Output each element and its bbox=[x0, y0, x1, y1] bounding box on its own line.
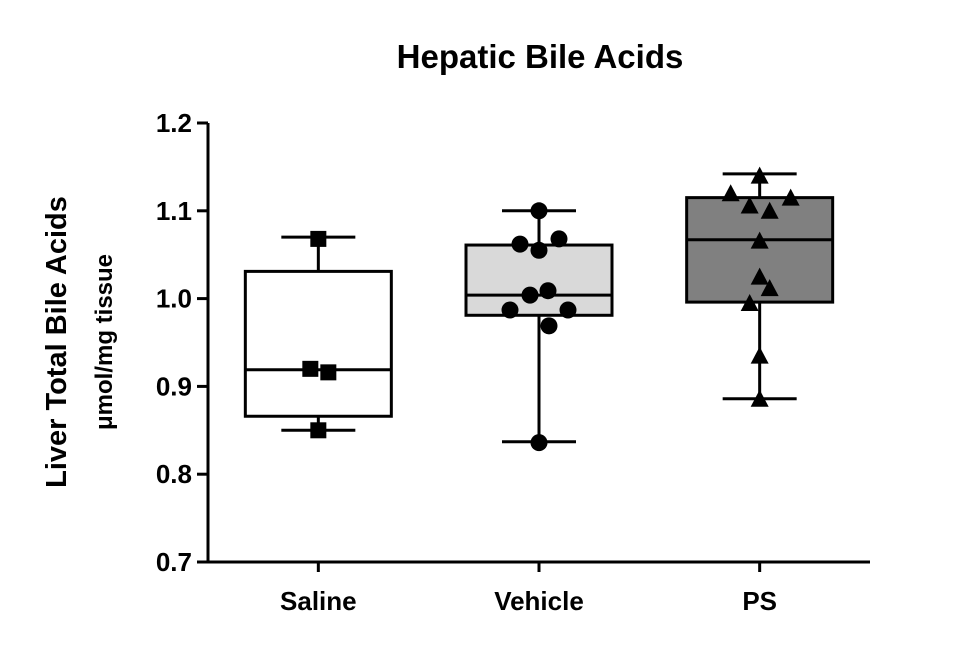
point bbox=[540, 317, 558, 335]
point bbox=[750, 166, 769, 184]
point bbox=[750, 231, 769, 249]
chart-title: Hepatic Bile Acids bbox=[397, 38, 684, 75]
point bbox=[559, 301, 577, 319]
box bbox=[243, 269, 393, 418]
point bbox=[760, 201, 779, 219]
point bbox=[750, 346, 769, 364]
point bbox=[521, 286, 539, 304]
x-tick-label: Saline bbox=[280, 586, 357, 616]
point bbox=[781, 188, 800, 206]
y-tick-label: 0.8 bbox=[156, 459, 192, 489]
point bbox=[511, 235, 529, 253]
box bbox=[685, 196, 835, 304]
point bbox=[501, 301, 519, 319]
x-tick-label: PS bbox=[742, 586, 777, 616]
point bbox=[320, 364, 337, 381]
y-tick-label: 1.1 bbox=[156, 196, 192, 226]
point bbox=[740, 293, 759, 311]
point bbox=[750, 267, 769, 285]
point bbox=[530, 434, 548, 452]
point bbox=[310, 230, 327, 247]
point bbox=[539, 282, 557, 300]
point bbox=[530, 241, 548, 259]
x-tick-label: Vehicle bbox=[494, 586, 584, 616]
y-tick-label: 1.0 bbox=[156, 284, 192, 314]
point bbox=[760, 279, 779, 297]
y-tick-label: 0.7 bbox=[156, 547, 192, 577]
point bbox=[740, 196, 759, 214]
y-tick-label: 0.9 bbox=[156, 371, 192, 401]
point bbox=[721, 184, 740, 202]
y-tick-label: 1.2 bbox=[156, 108, 192, 138]
y-axis-unit: μmol/mg tissue bbox=[91, 254, 118, 430]
point bbox=[750, 389, 769, 407]
point bbox=[302, 360, 319, 377]
point bbox=[550, 230, 568, 248]
point bbox=[530, 202, 548, 220]
y-axis-label: Liver Total Bile Acids bbox=[41, 196, 73, 488]
point bbox=[310, 422, 327, 439]
